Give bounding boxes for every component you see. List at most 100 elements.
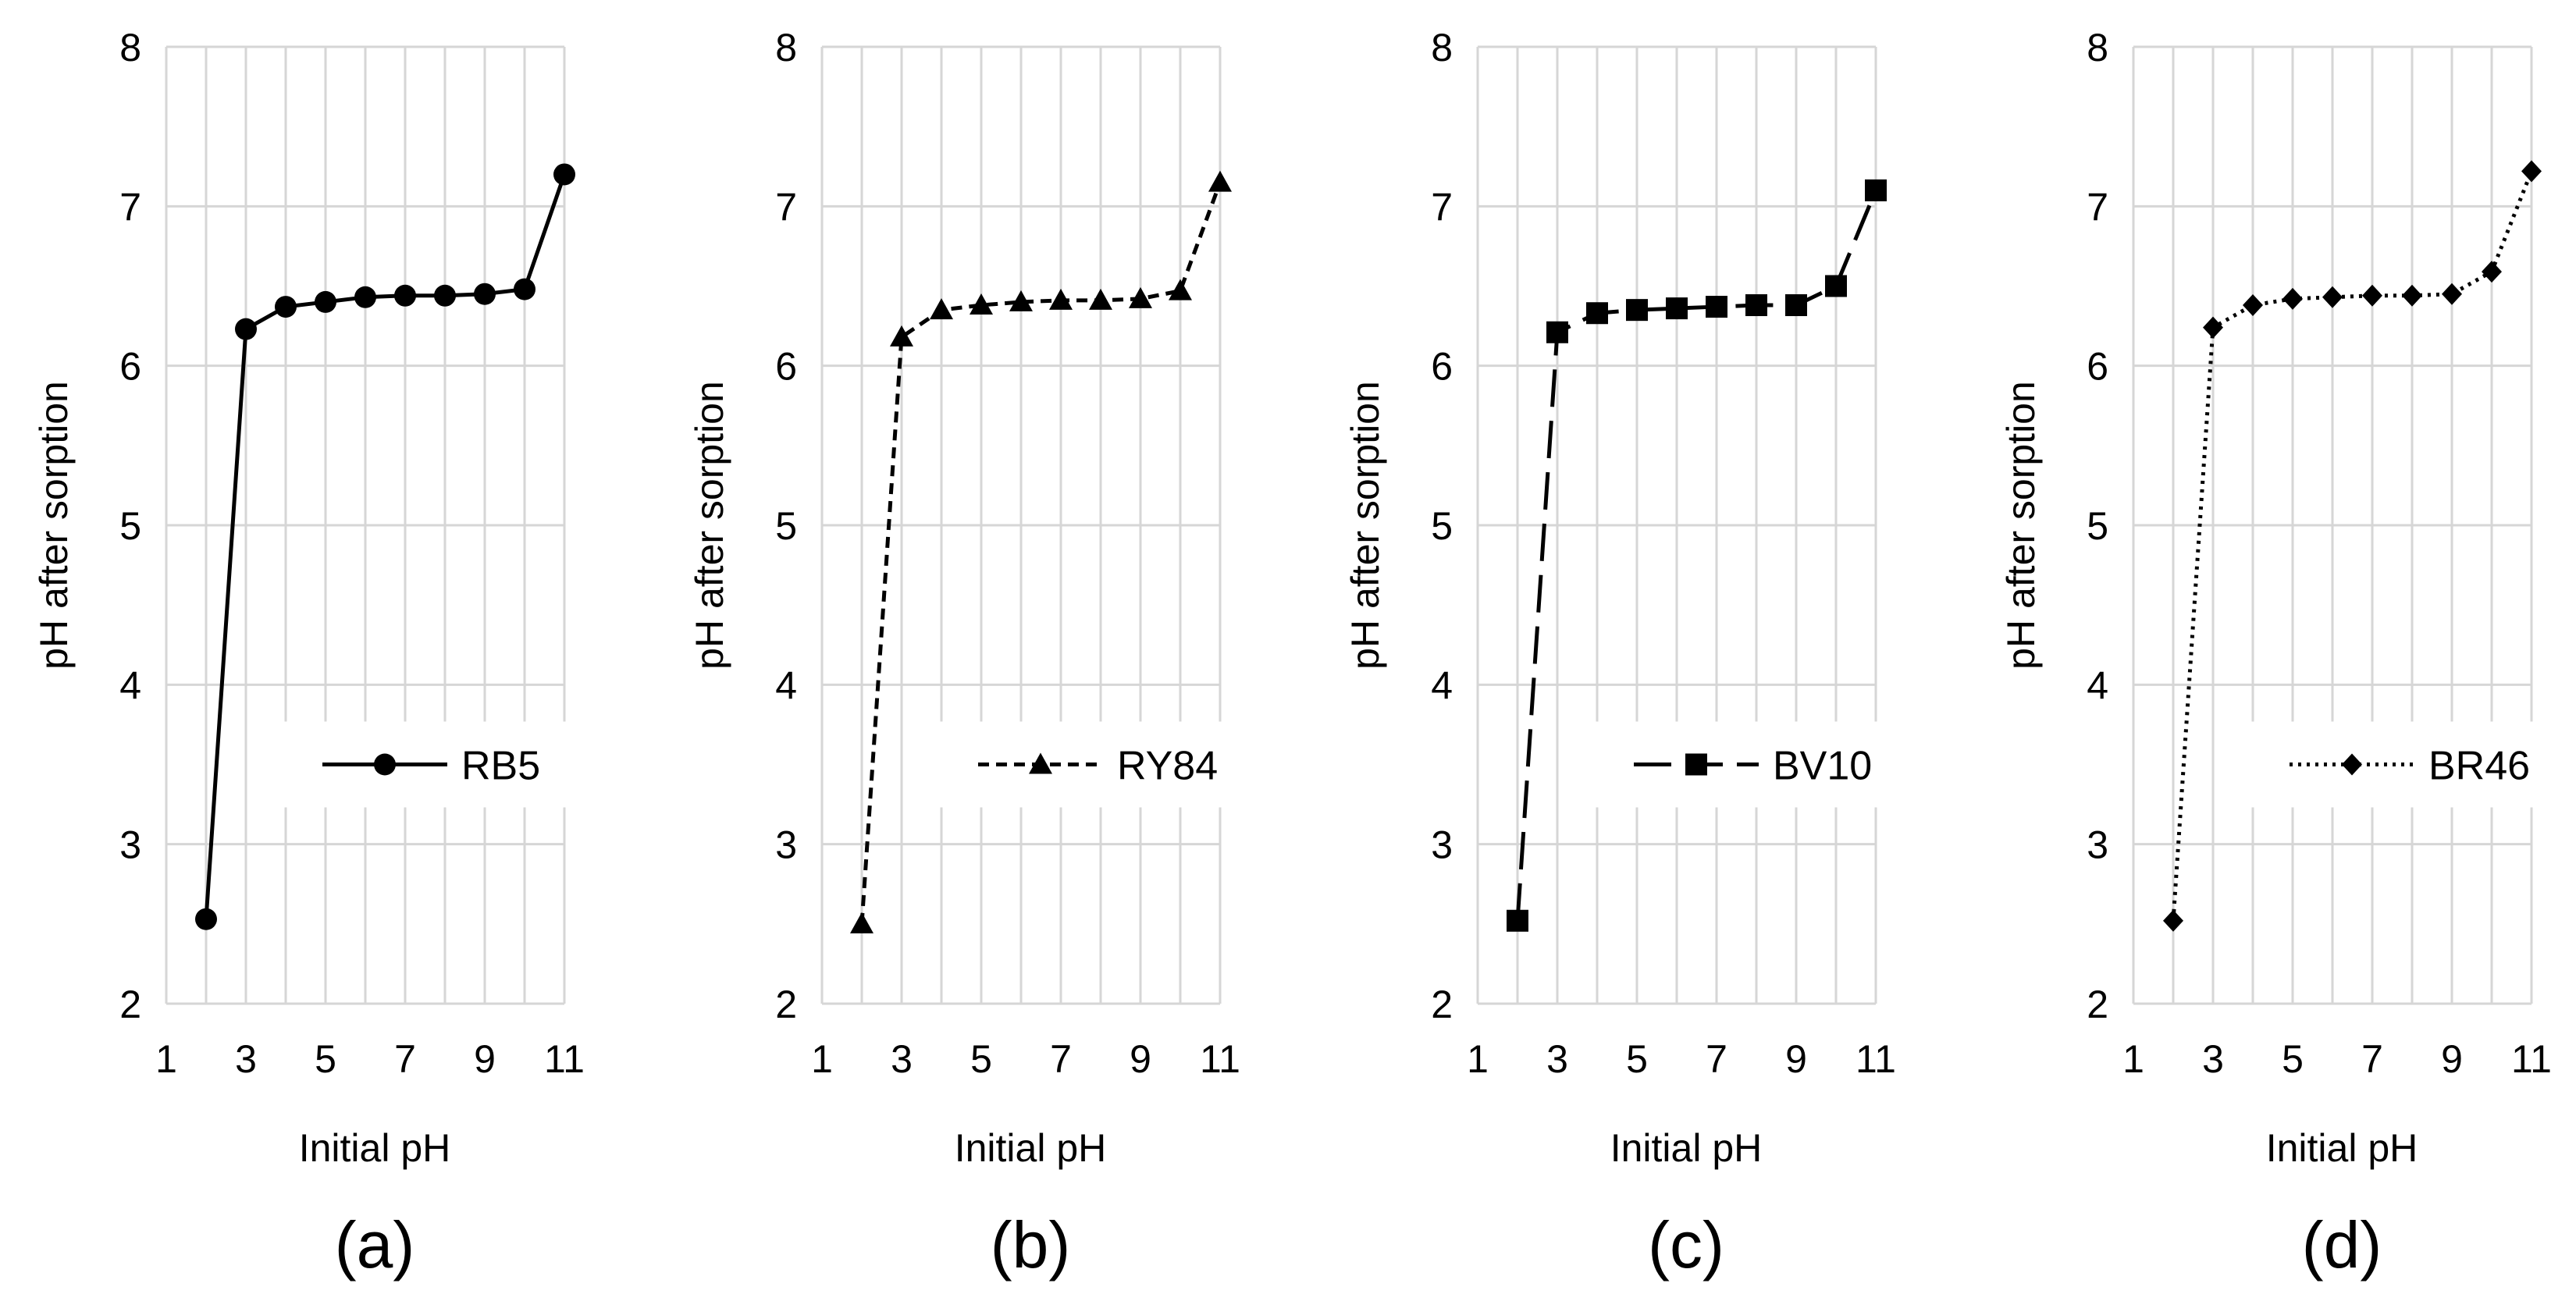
chart-panel-c: 2 3 4 5 6 7 8 1 3 5 7 9 11 Initial pH pH after sorptio… — [1343, 26, 1896, 1282]
x-tick-label: 1 — [811, 1037, 833, 1081]
data-point — [394, 284, 416, 307]
y-tick-label: 5 — [1431, 504, 1453, 548]
x-tick-label: 9 — [1130, 1037, 1151, 1081]
data-point — [1706, 296, 1727, 318]
data-point — [1586, 302, 1608, 325]
y-tick-label: 4 — [1431, 663, 1453, 707]
x-tick-label: 1 — [2122, 1037, 2144, 1081]
x-tick-label: 3 — [235, 1037, 257, 1081]
legend-marker — [1685, 753, 1707, 776]
y-tick-label: 4 — [2087, 663, 2108, 707]
legend-label: BR46 — [2428, 744, 2530, 789]
chart-panel-d: 2 3 4 5 6 7 8 1 3 5 7 9 11 Initial pH pH after sorptio… — [1999, 26, 2552, 1282]
y-axis-title: pH after sorption — [32, 381, 76, 670]
data-point — [2362, 284, 2382, 307]
y-tick-label: 4 — [119, 663, 141, 707]
data-point — [195, 908, 217, 930]
x-tick-label: 5 — [970, 1037, 992, 1081]
data-point — [850, 912, 873, 933]
data-point — [275, 296, 297, 318]
x-tick-label: 1 — [155, 1037, 177, 1081]
x-tick-label: 9 — [1785, 1037, 1807, 1081]
y-tick-label: 2 — [119, 983, 141, 1026]
legend-label: RY84 — [1117, 744, 1218, 789]
y-tick-label: 5 — [119, 504, 141, 548]
x-axis-title: Initial pH — [2266, 1126, 2418, 1170]
chart-panel-a: 2 3 4 5 6 7 8 1 3 5 7 9 11 Initial pH pH after sorptio… — [32, 26, 585, 1282]
data-point — [1089, 288, 1112, 310]
data-point — [2163, 909, 2183, 932]
legend-marker — [1029, 752, 1052, 774]
data-point — [970, 293, 993, 315]
series-line-ry84 — [859, 181, 1222, 925]
y-tick-label: 5 — [775, 504, 797, 548]
legend-box — [1583, 721, 1878, 808]
data-point — [930, 298, 953, 320]
panel-label: (b) — [991, 1208, 1071, 1282]
legend-label: BV10 — [1773, 744, 1872, 789]
data-point — [1785, 294, 1807, 317]
data-point — [1049, 288, 1073, 310]
data-point — [890, 325, 913, 347]
data-point — [474, 283, 496, 305]
data-point — [2203, 316, 2223, 339]
x-tick-label: 3 — [2202, 1037, 2224, 1081]
y-tick-label: 4 — [775, 663, 797, 707]
data-point — [434, 284, 456, 307]
data-point — [2243, 294, 2263, 317]
data-point — [2521, 160, 2542, 183]
data-point — [2282, 287, 2303, 310]
data-point — [1865, 179, 1887, 201]
chart-panel-b: 2 3 4 5 6 7 8 1 3 5 7 9 11 Initial pH pH after sorptio… — [688, 26, 1240, 1282]
data-point — [2402, 284, 2422, 307]
x-tick-label: 11 — [544, 1037, 585, 1081]
data-point — [1009, 290, 1033, 311]
x-tick-label: 11 — [2511, 1037, 2552, 1081]
y-tick-label: 2 — [2087, 983, 2108, 1026]
y-tick-label: 6 — [775, 345, 797, 389]
y-axis-title: pH after sorption — [688, 381, 731, 670]
y-axis-title: pH after sorption — [1999, 381, 2043, 670]
data-point — [1666, 297, 1688, 320]
data-point — [1825, 275, 1847, 297]
data-point — [1626, 299, 1648, 322]
data-point — [1507, 909, 1528, 932]
x-tick-label: 3 — [891, 1037, 913, 1081]
y-tick-label: 8 — [119, 26, 141, 69]
y-axis-title: pH after sorption — [1343, 381, 1387, 670]
legend-label: RB5 — [461, 744, 540, 789]
data-point — [1546, 321, 1568, 343]
legend-marker — [2342, 753, 2362, 776]
x-axis-title: Initial pH — [955, 1126, 1107, 1170]
x-tick-label: 7 — [1706, 1037, 1727, 1081]
panel-label: (c) — [1648, 1208, 1724, 1282]
x-tick-label: 7 — [1050, 1037, 1072, 1081]
y-tick-label: 8 — [775, 26, 797, 69]
data-point — [553, 163, 575, 186]
x-tick-label: 11 — [1856, 1037, 1896, 1081]
data-point — [235, 318, 257, 340]
y-tick-label: 7 — [775, 185, 797, 229]
legend-marker — [374, 753, 396, 776]
data-point — [315, 290, 336, 313]
x-tick-label: 11 — [1200, 1037, 1240, 1081]
x-tick-label: 5 — [315, 1037, 336, 1081]
series-line-br46 — [2171, 170, 2534, 921]
x-axis-title: Initial pH — [1610, 1126, 1763, 1170]
y-tick-label: 2 — [1431, 983, 1453, 1026]
x-tick-label: 9 — [2441, 1037, 2463, 1081]
y-tick-label: 6 — [2087, 345, 2108, 389]
panel-label: (d) — [2302, 1208, 2382, 1282]
data-point — [1169, 279, 1192, 300]
data-point — [514, 278, 535, 300]
data-point — [2482, 261, 2502, 283]
data-point — [1129, 286, 1152, 308]
series-line-bv10 — [1515, 189, 1878, 921]
x-tick-label: 3 — [1546, 1037, 1568, 1081]
data-point — [1745, 294, 1767, 317]
data-point — [2442, 283, 2462, 305]
x-tick-label: 1 — [1467, 1037, 1489, 1081]
data-point — [1208, 170, 1232, 192]
x-tick-label: 9 — [474, 1037, 496, 1081]
